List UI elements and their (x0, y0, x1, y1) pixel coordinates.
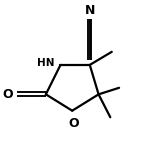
Text: O: O (68, 117, 79, 130)
Text: HN: HN (37, 58, 55, 68)
Text: O: O (2, 88, 13, 101)
Text: N: N (85, 4, 95, 17)
